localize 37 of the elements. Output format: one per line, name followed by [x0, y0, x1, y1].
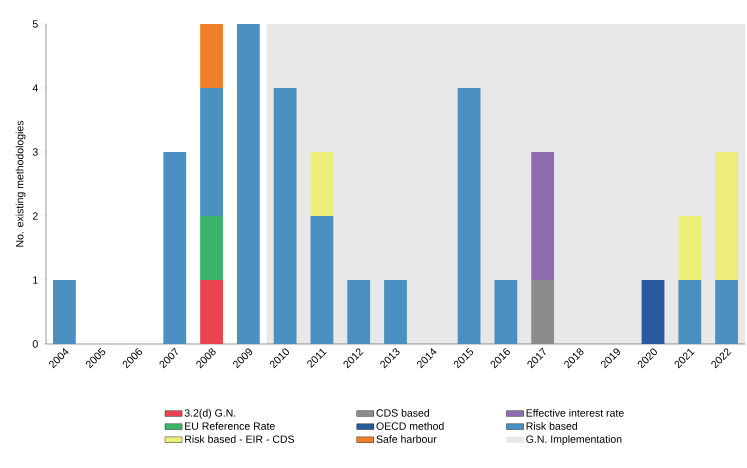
y-tick-label: 1 — [33, 276, 38, 284]
bar — [163, 152, 186, 344]
bar — [715, 152, 738, 280]
legend-label: Risk based — [526, 422, 578, 430]
legend-label: EU Reference Rate — [185, 422, 275, 430]
bar — [531, 152, 554, 280]
bar — [678, 280, 702, 344]
y-tick-label: 2 — [32, 212, 38, 220]
y-tick-label: 5 — [32, 20, 38, 28]
y-tick-label: 3 — [32, 148, 38, 156]
bar — [274, 88, 297, 344]
bar — [236, 24, 260, 344]
bar — [678, 216, 702, 280]
bar — [310, 152, 334, 216]
legend-label: CDS based — [376, 408, 430, 417]
bar — [494, 280, 518, 344]
legend-label: Risk based - EIR - CDS — [185, 435, 294, 443]
bar — [310, 216, 334, 344]
bar — [384, 280, 407, 344]
legend-label: Safe harbour — [376, 435, 437, 443]
legend-label: 3.2(d) G.N. — [184, 408, 236, 419]
bar — [715, 280, 738, 344]
bar — [642, 280, 664, 344]
bar — [531, 280, 554, 344]
bar — [347, 280, 370, 344]
legend-label: G.N. Implementation — [526, 435, 622, 445]
bar — [200, 88, 223, 216]
legend-label: Effective interest rate — [526, 408, 624, 417]
y-tick-label: 0 — [32, 340, 38, 348]
bar — [200, 280, 223, 344]
bar — [53, 280, 76, 344]
bar — [200, 24, 223, 88]
bar — [200, 216, 223, 280]
y-tick-label: 4 — [32, 84, 38, 92]
bar — [458, 88, 480, 344]
y-axis-title: No. existing methodologies — [16, 120, 26, 247]
legend-label: OECD method — [376, 422, 444, 430]
